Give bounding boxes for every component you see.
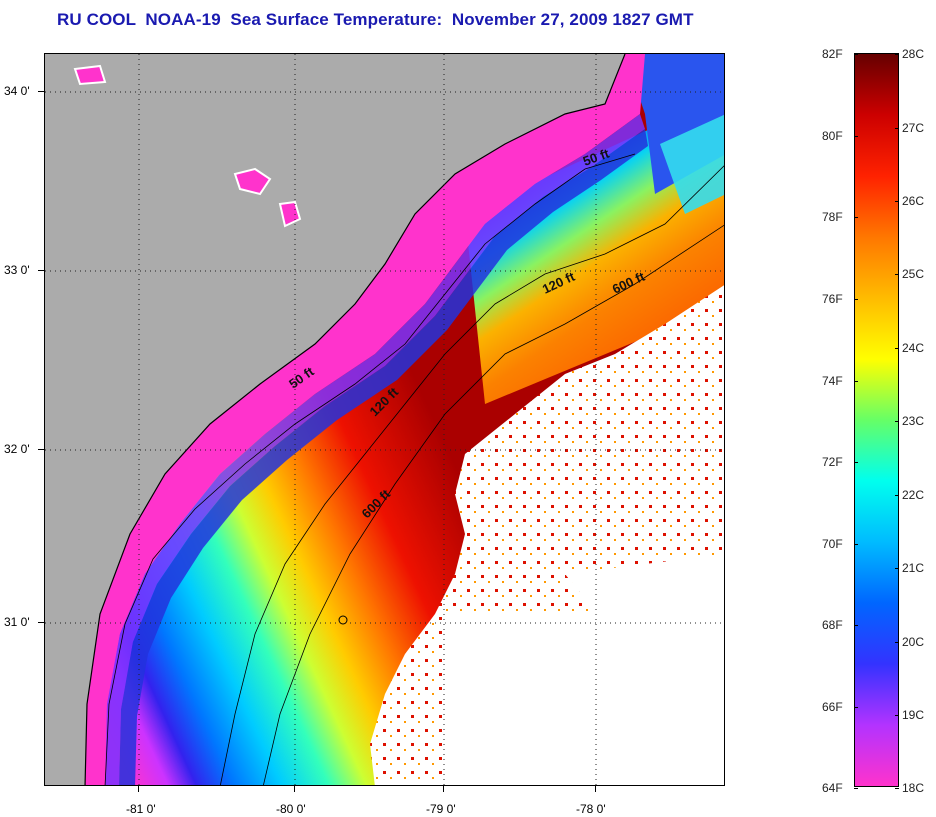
land-mass xyxy=(45,54,625,785)
colorbar-c-label: 27C xyxy=(902,121,925,135)
colorbar-f-label: 74F xyxy=(822,374,843,388)
lon-label: -79 0' xyxy=(426,802,456,816)
temperature-colorbar xyxy=(854,53,899,787)
colorbar-c-label: 26C xyxy=(902,194,925,208)
colorbar-f-label: 76F xyxy=(822,292,843,306)
colorbar-f-label: 64F xyxy=(822,781,843,795)
sst-map: 50 ft 50 ft 120 ft 120 ft 600 ft 600 ft xyxy=(44,53,725,786)
buoy-marker xyxy=(338,615,348,625)
colorbar-c-label: 19C xyxy=(902,708,925,722)
colorbar-f-label: 66F xyxy=(822,700,843,714)
colorbar-c-label: 24C xyxy=(902,341,925,355)
coastline xyxy=(84,54,626,785)
colorbar-c-label: 25C xyxy=(902,267,925,281)
lat-label: 34 0' xyxy=(4,84,30,98)
colorbar-c-label: 21C xyxy=(902,561,925,575)
inland-water xyxy=(233,167,272,196)
isobath-50ft xyxy=(104,153,636,785)
lat-label: 32 0' xyxy=(4,442,30,456)
colorbar-c-label: 23C xyxy=(902,414,925,428)
colorbar-f-label: 72F xyxy=(822,455,843,469)
lon-label: -81 0' xyxy=(126,802,156,816)
sst-map-canvas: 50 ft 50 ft 120 ft 120 ft 600 ft 600 ft xyxy=(45,54,724,785)
lon-label: -78 0' xyxy=(576,802,606,816)
lat-label: 33 0' xyxy=(4,263,30,277)
lon-label: -80 0' xyxy=(276,802,306,816)
lat-label: 31 0' xyxy=(4,615,30,629)
nearshore-cold-band xyxy=(85,54,645,785)
isobath-600ft xyxy=(263,224,724,785)
map-grid xyxy=(45,54,724,785)
colorbar-c-label: 18C xyxy=(902,781,925,795)
colorbar-f-label: 82F xyxy=(822,47,843,61)
colorbar-f-label: 68F xyxy=(822,618,843,632)
colorbar-c-label: 22C xyxy=(902,488,925,502)
colorbar-c-label: 28C xyxy=(902,47,925,61)
page-title: RU COOL NOAA-19 Sea Surface Temperature:… xyxy=(57,10,694,29)
isobath-120ft xyxy=(220,165,724,785)
colorbar-c-label: 20C xyxy=(902,635,925,649)
colorbar-f-label: 80F xyxy=(822,129,843,143)
colorbar-f-label: 70F xyxy=(822,537,843,551)
colorbar-f-label: 78F xyxy=(822,210,843,224)
